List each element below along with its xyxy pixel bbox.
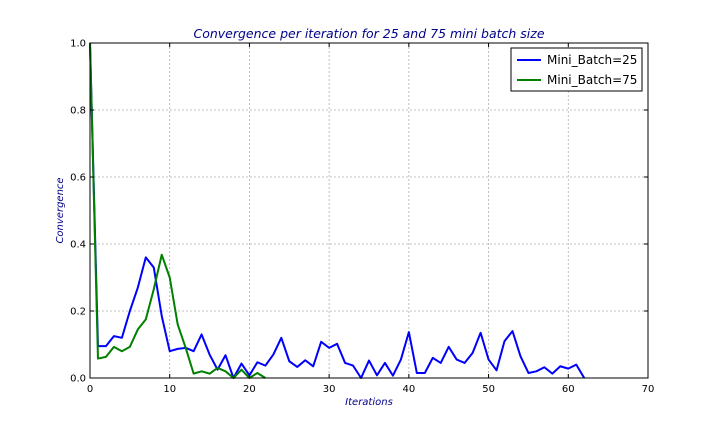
- y-tick-label: 0.4: [70, 240, 86, 251]
- legend-box: [510, 47, 643, 92]
- y-tick-label: 0.0: [70, 374, 86, 385]
- x-axis-label: Iterations: [345, 397, 393, 408]
- y-tick-label: 0.8: [70, 106, 86, 117]
- legend-label: Mini_Batch=75: [547, 73, 637, 87]
- x-tick-label: 40: [402, 384, 415, 395]
- x-tick-label: 70: [642, 384, 655, 395]
- series-layer: [89, 42, 586, 379]
- y-tick-label: 0.2: [70, 307, 86, 318]
- x-tick-label: 10: [163, 384, 176, 395]
- x-tick-label: 20: [243, 384, 256, 395]
- x-tick-label: 0: [87, 384, 93, 395]
- series-line-1: [89, 42, 586, 379]
- y-tick-label: 1.0: [70, 39, 86, 50]
- legend: Mini_Batch=25 Mini_Batch=75: [510, 47, 643, 92]
- grid: [89, 42, 649, 379]
- x-tick-label: 50: [482, 384, 495, 395]
- legend-label: Mini_Batch=25: [547, 53, 637, 67]
- ticks: 0 10 20 30 40 50 60 70 0.0 0.2 0.4 0.6 0.8 1.0: [70, 39, 654, 396]
- x-tick-label: 30: [323, 384, 336, 395]
- chart-title: Convergence per iteration for 25 and 75 …: [193, 26, 544, 41]
- y-axis-label: Convergence: [55, 177, 66, 243]
- series-line-2: [89, 42, 266, 379]
- plot-frame: [89, 42, 649, 379]
- y-tick-label: 0.6: [70, 173, 86, 184]
- x-tick-label: 60: [562, 384, 575, 395]
